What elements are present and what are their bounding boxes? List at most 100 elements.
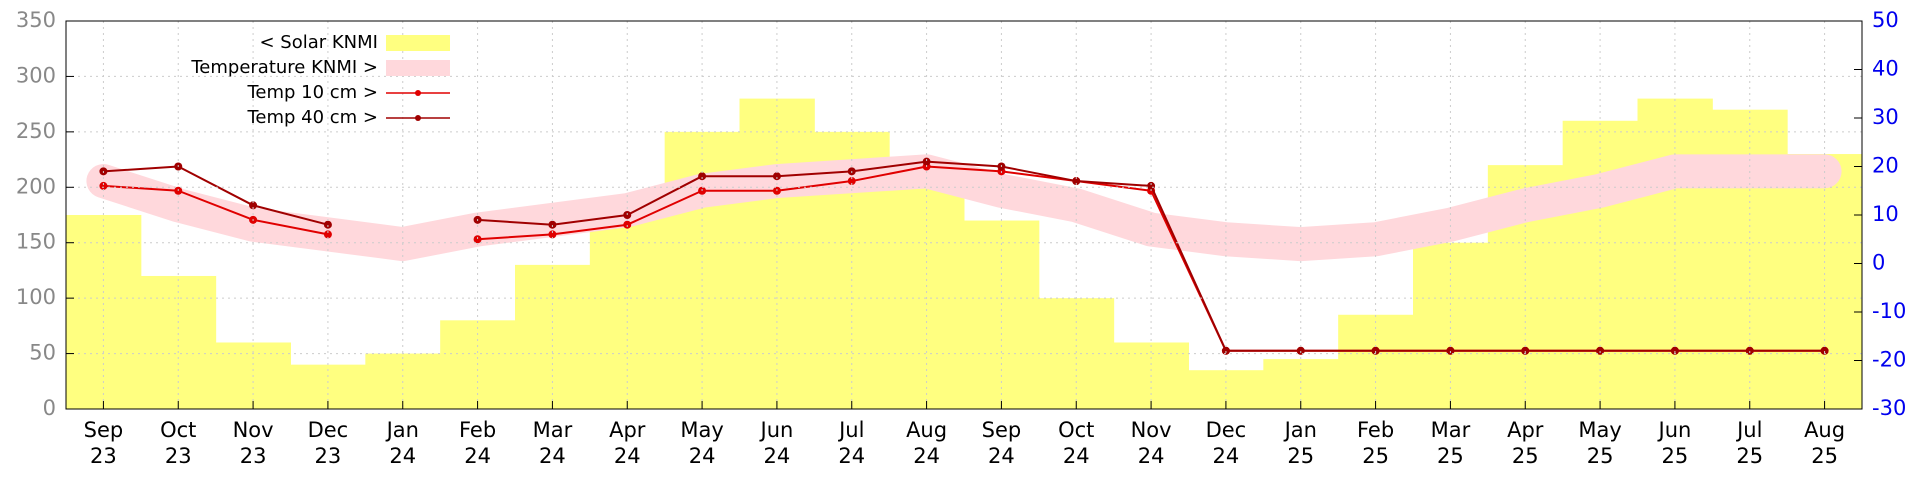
- x-tick-label-year: 25: [1811, 444, 1838, 468]
- x-tick-label-year: 25: [1287, 444, 1314, 468]
- solar-bar: [889, 165, 965, 409]
- y-tick-label: 350: [16, 8, 56, 32]
- x-tick-label: Nov: [233, 418, 274, 442]
- x-tick-label-year: 25: [1362, 444, 1389, 468]
- temp-point: [1446, 346, 1455, 355]
- temp-point: [249, 201, 258, 210]
- x-tick-label-year: 24: [1138, 444, 1165, 468]
- x-tick-label-year: 25: [1512, 444, 1539, 468]
- y2-tick-label: 0: [1872, 251, 1885, 275]
- x-tick-label-year: 24: [838, 444, 865, 468]
- x-tick-label: Jan: [1283, 418, 1317, 442]
- x-tick-label: May: [1578, 418, 1621, 442]
- plot-frame: [65, 20, 1863, 410]
- x-tick-label: Sep: [84, 418, 124, 442]
- x-tick-label-year: 24: [1063, 444, 1090, 468]
- y2-tick-label: 10: [1872, 202, 1899, 226]
- x-tick-label: Dec: [1206, 418, 1247, 442]
- x-tick-label-year: 24: [689, 444, 716, 468]
- temp-point: [1371, 346, 1380, 355]
- x-tick-label: Jan: [385, 418, 419, 442]
- y-tick-label: 150: [16, 230, 56, 254]
- temp-point: [1596, 346, 1605, 355]
- x-tick-label: Jul: [837, 418, 864, 442]
- temp-point: [623, 220, 632, 229]
- temp-point: [548, 230, 557, 239]
- y2-tick-label: -20: [1872, 348, 1906, 372]
- x-tick-label: Mar: [1431, 418, 1471, 442]
- y-tick-label: 250: [16, 119, 56, 143]
- x-tick-label-year: 25: [1662, 444, 1689, 468]
- temp-point: [1745, 346, 1754, 355]
- y2-tick-label: 50: [1872, 8, 1899, 32]
- temp-point: [772, 172, 781, 181]
- y-tick-label: 0: [43, 396, 56, 420]
- x-tick-label: Sep: [982, 418, 1022, 442]
- x-tick-label: Feb: [1357, 418, 1394, 442]
- solar-bar: [515, 264, 591, 409]
- y-tick-label: 200: [16, 174, 56, 198]
- x-tick-label: Mar: [533, 418, 573, 442]
- x-tick-label: May: [680, 418, 723, 442]
- temp-point: [1221, 346, 1230, 355]
- solar-bar: [739, 98, 815, 409]
- legend-label: Temp 40 cm >: [246, 107, 378, 128]
- temp-point: [623, 211, 632, 219]
- x-tick-label-year: 25: [1736, 444, 1763, 468]
- x-tick-label-year: 24: [539, 444, 566, 468]
- legend-label: Temp 10 cm >: [246, 82, 378, 103]
- y-tick-label: 100: [16, 285, 56, 309]
- temp-point: [1521, 346, 1530, 355]
- x-tick-label-year: 24: [913, 444, 940, 468]
- x-tick-label: Oct: [160, 418, 196, 442]
- temp-point: [323, 230, 332, 239]
- x-tick-label-year: 24: [464, 444, 491, 468]
- y2-tick-label: 20: [1872, 154, 1899, 178]
- x-tick-label: Apr: [609, 418, 646, 442]
- x-tick-label-year: 23: [165, 444, 192, 468]
- x-tick-label: Nov: [1131, 418, 1172, 442]
- x-tick-label: Aug: [1804, 418, 1845, 442]
- plot-data: [66, 98, 1863, 410]
- y2-tick-label: -10: [1872, 299, 1906, 323]
- solar-bar: [140, 275, 217, 409]
- temp-point: [323, 220, 332, 229]
- x-tick-label-year: 23: [315, 444, 342, 468]
- legend-label: Temperature KNMI >: [190, 57, 378, 78]
- temp-point: [1072, 177, 1081, 186]
- legend-swatch: [386, 35, 450, 51]
- x-tick-label-year: 23: [90, 444, 117, 468]
- temp-point: [99, 181, 108, 190]
- temp-point: [1670, 346, 1679, 355]
- temp-point: [1147, 181, 1156, 190]
- temp-point: [1820, 346, 1829, 355]
- x-tick-label: Oct: [1058, 418, 1094, 442]
- x-tick-label: Dec: [308, 418, 349, 442]
- temp-point: [473, 235, 482, 244]
- y-tick-label: 50: [29, 341, 56, 365]
- temp-point: [1296, 346, 1305, 355]
- temp-point: [698, 172, 707, 181]
- y-tick-label: 300: [16, 63, 56, 87]
- x-tick-label: Jun: [759, 418, 794, 442]
- x-tick-label-year: 25: [1587, 444, 1614, 468]
- x-tick-label: Jun: [1657, 418, 1692, 442]
- x-tick-label-year: 25: [1437, 444, 1464, 468]
- y2-tick-label: 30: [1872, 105, 1899, 129]
- legend-marker: [415, 90, 421, 96]
- solar-bar: [964, 220, 1040, 409]
- x-tick-label-year: 24: [389, 444, 416, 468]
- temp-point: [922, 157, 931, 166]
- x-tick-label: Aug: [906, 418, 947, 442]
- x-tick-label: Feb: [459, 418, 496, 442]
- legend-swatch: [386, 60, 450, 76]
- x-tick-label: Apr: [1507, 418, 1544, 442]
- x-tick-label-year: 23: [240, 444, 267, 468]
- x-tick-label-year: 24: [614, 444, 641, 468]
- temp-point: [548, 220, 557, 229]
- legend-label: < Solar KNMI: [259, 32, 378, 53]
- x-tick-label: Jul: [1735, 418, 1762, 442]
- x-tick-label-year: 24: [1213, 444, 1240, 468]
